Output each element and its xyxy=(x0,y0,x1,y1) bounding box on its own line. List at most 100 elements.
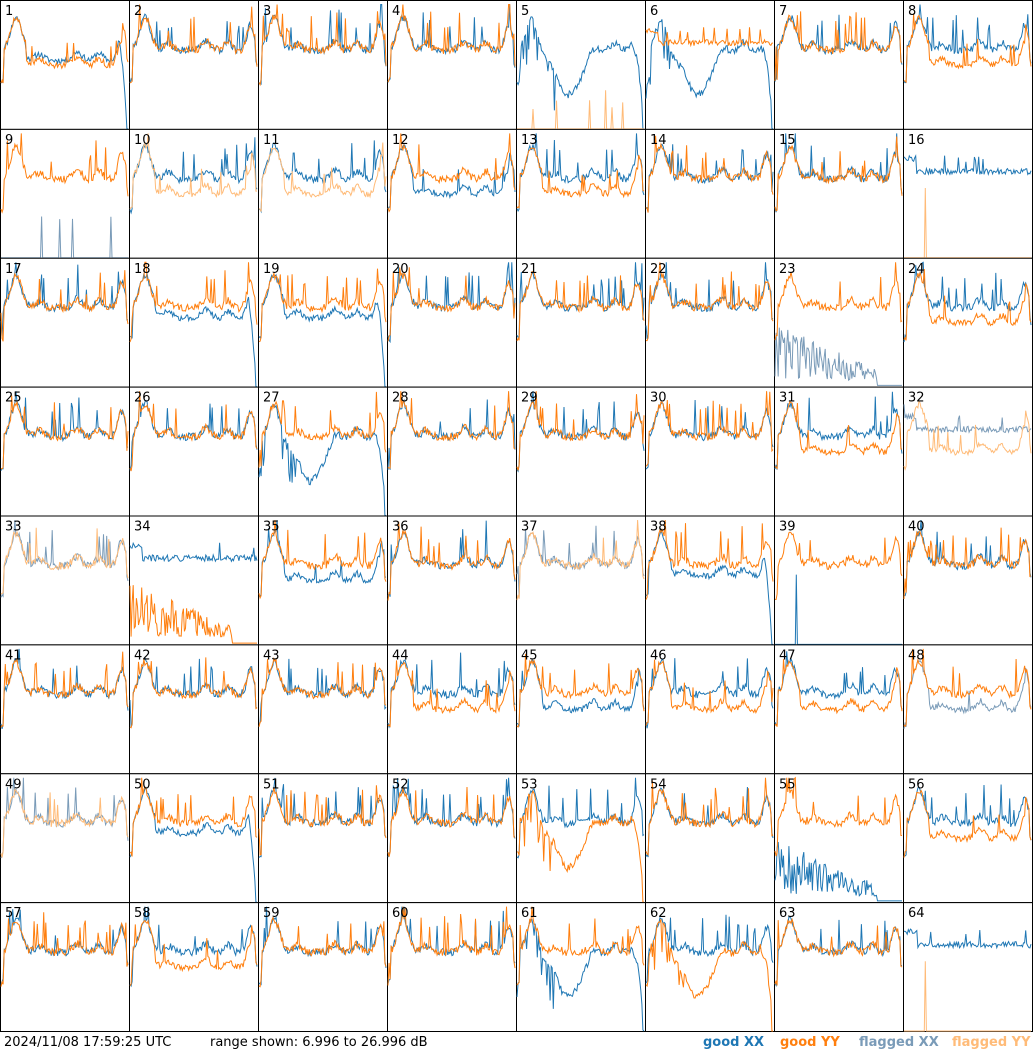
panel-56: 56 xyxy=(903,773,1033,904)
panel-label: 59 xyxy=(263,906,280,921)
series-yy xyxy=(903,13,1032,84)
panel-42: 42 xyxy=(129,644,259,775)
panel-9: 9 xyxy=(0,128,130,259)
panel-23: 23 xyxy=(774,257,904,388)
panel-label: 15 xyxy=(779,133,796,148)
panel-label: 21 xyxy=(521,262,538,277)
series-yy xyxy=(258,916,387,988)
panel-5: 5 xyxy=(516,0,646,130)
series-yy xyxy=(387,521,516,601)
panel-28: 28 xyxy=(387,386,517,517)
series-yy xyxy=(0,527,129,595)
panel-label: 64 xyxy=(908,906,925,921)
panel-63: 63 xyxy=(774,902,904,1032)
panel-label: 29 xyxy=(521,391,538,406)
panel-50: 50 xyxy=(129,773,259,904)
series-xx xyxy=(258,519,386,598)
series-yy xyxy=(258,391,387,468)
panel-11: 11 xyxy=(258,128,388,259)
series-yy xyxy=(129,261,258,343)
panel-61: 61 xyxy=(516,902,646,1032)
panel-frame xyxy=(258,902,388,1032)
series-yy xyxy=(129,777,258,857)
panel-label: 37 xyxy=(521,520,538,535)
panel-37: 37 xyxy=(516,515,646,646)
panel-label: 52 xyxy=(392,777,409,792)
panel-20: 20 xyxy=(387,257,517,388)
panel-label: 1 xyxy=(5,4,13,19)
panel-29: 29 xyxy=(516,386,646,517)
panel-frame xyxy=(645,386,775,517)
panel-label: 10 xyxy=(134,133,151,148)
panel-label: 4 xyxy=(392,4,400,19)
panel-frame xyxy=(258,644,388,775)
series-xx xyxy=(516,918,645,1032)
series-yy xyxy=(903,268,1032,341)
panel-label: 40 xyxy=(908,520,925,535)
series-xx xyxy=(516,16,644,130)
panel-52: 52 xyxy=(387,773,517,904)
series-yy xyxy=(129,133,257,210)
panel-label: 24 xyxy=(908,262,925,277)
series-yy xyxy=(516,519,645,601)
panel-label: 61 xyxy=(521,906,538,921)
panel-label: 8 xyxy=(908,4,916,19)
series-xx xyxy=(903,784,1032,857)
panel-54: 54 xyxy=(645,773,775,904)
series-yy xyxy=(774,659,903,727)
panel-6: 6 xyxy=(645,0,775,130)
panel-frame xyxy=(516,773,646,904)
panel-label: 7 xyxy=(779,4,787,19)
series-xx xyxy=(774,327,902,386)
panel-24: 24 xyxy=(903,257,1033,388)
panel-frame xyxy=(0,902,130,1032)
panel-36: 36 xyxy=(387,515,517,646)
panel-label: 41 xyxy=(5,648,22,663)
panel-frame xyxy=(387,515,517,646)
panel-frame xyxy=(0,257,130,388)
panel-label: 63 xyxy=(779,906,796,921)
series-xx xyxy=(774,841,902,902)
series-yy xyxy=(0,270,129,342)
panel-55: 55 xyxy=(774,773,904,904)
panel-frame xyxy=(0,515,130,646)
panel-53: 53 xyxy=(516,773,646,904)
panel-label: 17 xyxy=(5,262,22,277)
series-yy xyxy=(645,135,774,213)
panel-45: 45 xyxy=(516,644,646,775)
series-yy xyxy=(903,648,1032,728)
series-yy xyxy=(774,776,903,857)
panel-44: 44 xyxy=(387,644,517,775)
series-xx xyxy=(0,909,129,985)
panel-frame xyxy=(129,515,259,646)
panel-frame xyxy=(0,644,130,775)
panel-frame xyxy=(129,386,259,517)
panel-41: 41 xyxy=(0,644,130,775)
range-label: range shown: 6.996 to 26.996 dB xyxy=(210,1035,428,1050)
panel-frame xyxy=(645,902,775,1032)
panel-label: 18 xyxy=(134,262,151,277)
panel-label: 62 xyxy=(650,906,667,921)
panel-label: 56 xyxy=(908,777,925,792)
series-yy xyxy=(903,527,1032,600)
panel-12: 12 xyxy=(387,128,517,259)
panel-label: 9 xyxy=(5,133,13,148)
panel-frame xyxy=(645,773,775,904)
series-yy xyxy=(646,262,774,342)
panel-31: 31 xyxy=(774,386,904,517)
legend-good-yy: good YY xyxy=(780,1035,840,1050)
panel-label: 54 xyxy=(650,777,667,792)
panel-30: 30 xyxy=(645,386,775,517)
panel-frame xyxy=(387,0,517,130)
series-yy xyxy=(774,531,903,601)
panel-label: 53 xyxy=(521,777,538,792)
panel-label: 39 xyxy=(779,520,796,535)
panel-label: 30 xyxy=(650,391,667,406)
series-yy xyxy=(645,519,774,600)
panel-label: 16 xyxy=(908,133,925,148)
panel-frame xyxy=(516,515,646,646)
panel-label: 34 xyxy=(134,520,151,535)
series-yy xyxy=(903,399,1032,471)
panel-60: 60 xyxy=(387,902,517,1032)
panel-label: 57 xyxy=(5,906,22,921)
